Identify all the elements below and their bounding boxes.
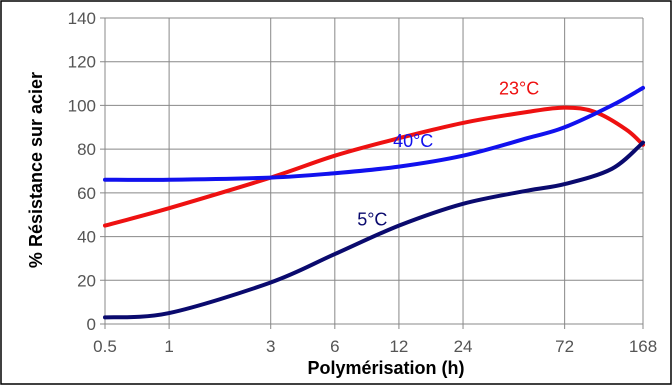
x-tick-label: 6 [330,337,339,356]
y-tick-label: 100 [68,96,96,115]
x-tick-label: 1 [164,337,173,356]
series-label-layer: 23°C 40°C 5°C [357,79,539,230]
y-tick-label: 120 [68,53,96,72]
x-tick-label: 12 [389,337,408,356]
y-axis-title: % Résistance sur acier [26,72,46,268]
tick-label-layer: 0 20 40 60 80 100 120 140 0.5 1 3 6 12 24 72 168 [68,9,658,356]
y-tick-label: 40 [77,228,96,247]
x-tick-label: 168 [629,337,657,356]
series-label-5c: 5°C [357,210,387,230]
series-label-40c: 40°C [393,131,433,151]
x-tick-label: 24 [454,337,473,356]
y-tick-label: 60 [77,184,96,203]
y-tick-label: 80 [77,140,96,159]
x-tick-label: 0.5 [93,337,117,356]
x-tick-label: 72 [555,337,574,356]
series-line-40c [103,85,645,182]
x-axis-title: Polymérisation (h) [307,358,464,378]
grid-layer [100,17,644,329]
series-line-5c [103,140,645,320]
x-tick-label: 3 [266,337,275,356]
y-tick-label: 20 [77,271,96,290]
y-tick-label: 0 [87,315,96,334]
y-tick-label: 140 [68,9,96,28]
series-label-23c: 23°C [499,79,539,99]
series-layer [103,85,645,320]
